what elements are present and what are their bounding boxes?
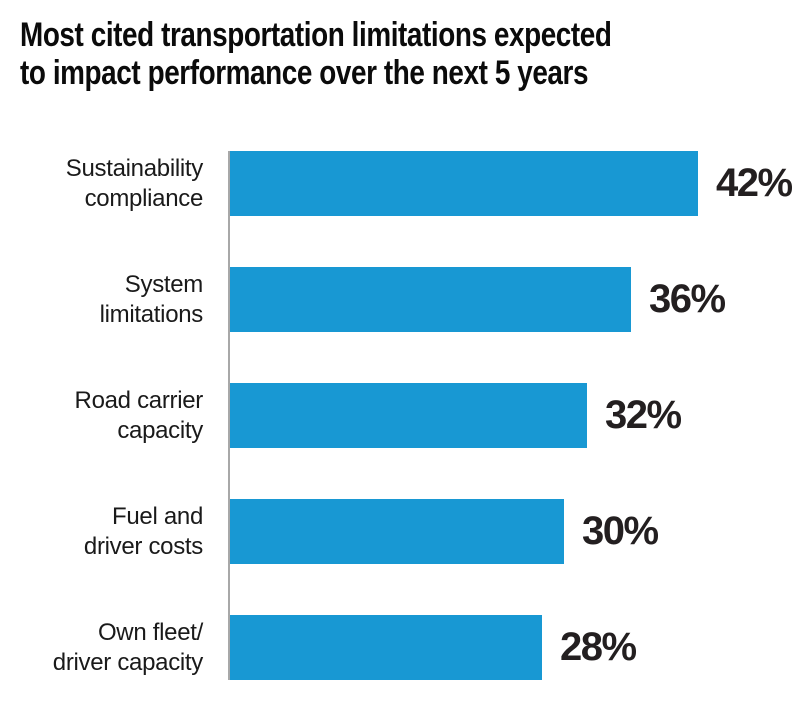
category-label: System limitations (99, 270, 204, 328)
value-label: 36% (649, 277, 726, 321)
value-label: 30% (582, 509, 659, 553)
bar-track: 36% (228, 267, 792, 332)
bar-track: 30% (228, 499, 792, 564)
category-label: Road carrier capacity (74, 386, 204, 444)
value-label: 32% (605, 393, 682, 437)
category-label: Own fleet/ driver capacity (52, 618, 204, 676)
bar-track: 28% (228, 615, 792, 680)
bar-track: 42% (228, 151, 793, 216)
bar (230, 151, 698, 216)
bar (230, 267, 631, 332)
bar-row: System limitations 36% (20, 267, 792, 332)
bar-row: Own fleet/ driver capacity 28% (20, 615, 792, 680)
bar (230, 499, 564, 564)
category-label: Sustainability compliance (65, 154, 204, 212)
bar-track: 32% (228, 383, 792, 448)
category-label: Fuel and driver costs (83, 502, 203, 560)
bar-row: Fuel and driver costs 30% (20, 499, 792, 564)
value-label: 28% (560, 625, 637, 669)
chart-title: Most cited transportation limitations ex… (20, 16, 612, 92)
bar-chart: Sustainability compliance 42% System lim… (20, 151, 793, 680)
bar (230, 615, 542, 680)
value-label: 42% (716, 161, 793, 205)
bar-row: Road carrier capacity 32% (20, 383, 792, 448)
bar (230, 383, 587, 448)
y-axis-line (228, 151, 230, 680)
bar-row: Sustainability compliance 42% (20, 151, 793, 216)
